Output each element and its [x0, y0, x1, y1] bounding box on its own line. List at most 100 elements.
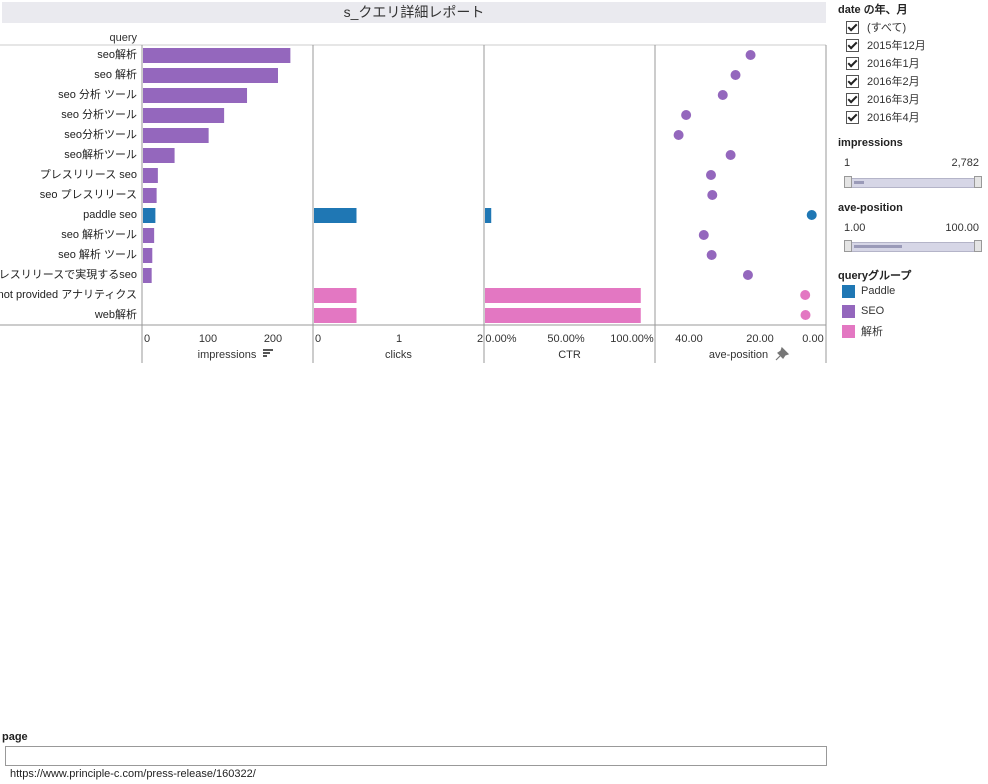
row-label: プレスリリース seo	[40, 168, 137, 181]
impressions-range-values: 1 2,782	[844, 157, 979, 169]
impressions-axis-label: impressions	[198, 349, 257, 361]
impressions-bar	[143, 208, 156, 223]
impressions-bar	[143, 108, 225, 123]
aveposition-max-value: 100.00	[945, 222, 979, 234]
legend-swatch	[842, 304, 855, 318]
date-option-label: 2016年1月	[867, 58, 920, 70]
query-column-header: query	[109, 32, 137, 44]
ave-position-point	[717, 90, 728, 100]
aveposition-min-value: 1.00	[844, 222, 866, 234]
row-label: seo 解析ツール	[61, 227, 137, 241]
clicks-bar	[314, 208, 357, 223]
impressions-bar	[143, 88, 248, 103]
ave-position-tick-label: 40.00	[675, 333, 703, 345]
aveposition-filter-title: ave-position	[838, 202, 903, 214]
legend-item[interactable]: SEO	[842, 303, 884, 319]
row-label: seo 分析ツール	[61, 107, 137, 121]
impressions-min-handle[interactable]	[844, 176, 852, 188]
legend-title: queryグループ	[838, 270, 912, 282]
date-option[interactable]: 2016年4月	[846, 108, 920, 126]
sort-descending-icon	[263, 349, 273, 357]
ave-position-point	[806, 210, 817, 220]
impressions-bar	[143, 188, 157, 203]
query-detail-chart: seo解析 seo 解析 seo 分析 ツール seo 分析ツール seo分析ツール se…	[0, 44, 827, 363]
row-label: seo解析ツール	[64, 147, 137, 161]
ave-position-point	[698, 230, 709, 240]
clicks-axis-label: clicks	[385, 349, 412, 361]
date-option-label: 2015年12月	[867, 40, 926, 52]
impressions-bar	[143, 128, 209, 143]
page-filter-label: page	[2, 731, 28, 743]
impressions-bar	[143, 68, 278, 83]
CTR-bar	[485, 208, 492, 223]
checkbox-checked-icon[interactable]	[846, 110, 859, 124]
page-filter-value: https://www.principle-c.com/press-releas…	[10, 768, 256, 780]
ave-position-point	[742, 270, 753, 280]
pin-icon	[775, 346, 790, 361]
row-label: seo 解析 ツール	[58, 247, 137, 261]
CTR-tick-label: 0.00%	[485, 333, 516, 345]
ave-position-point	[725, 150, 736, 160]
ave-position-axis-label: ave-position	[709, 349, 768, 361]
impressions-tick-label: 100	[199, 333, 217, 345]
impressions-range-slider[interactable]	[844, 176, 982, 188]
clicks-tick-label: 2	[477, 333, 483, 345]
impressions-max-handle[interactable]	[974, 176, 982, 188]
ave-position-tick-label: 0.00	[802, 333, 823, 345]
legend-swatch	[842, 324, 855, 338]
clicks-bar	[314, 308, 357, 323]
legend-swatch	[842, 284, 855, 298]
date-option[interactable]: 2016年2月	[846, 72, 920, 90]
row-label: seo分析ツール	[64, 127, 137, 141]
legend-label: Paddle	[861, 285, 896, 297]
legend-item[interactable]: 解析	[842, 323, 883, 339]
impressions-max-value: 2,782	[951, 157, 979, 169]
row-label: seo解析	[97, 47, 137, 61]
checkbox-checked-icon[interactable]	[846, 20, 859, 34]
impressions-tick-label: 0	[144, 333, 150, 345]
date-option[interactable]: (すべて)	[846, 18, 906, 36]
page-filter-input[interactable]	[5, 746, 827, 766]
date-option-label: 2016年3月	[867, 94, 920, 106]
date-option[interactable]: 2016年3月	[846, 90, 920, 108]
row-label: paddle seo	[83, 209, 137, 221]
aveposition-range-values: 1.00 100.00	[844, 222, 979, 234]
row-label: not provided アナリティクス	[0, 288, 137, 301]
checkbox-checked-icon[interactable]	[846, 74, 859, 88]
ave-position-point	[730, 70, 741, 80]
legend-label: SEO	[861, 305, 885, 317]
ave-position-point	[673, 130, 684, 140]
CTR-tick-label: 50.00%	[547, 333, 585, 345]
impressions-bar	[143, 168, 158, 183]
checkbox-checked-icon[interactable]	[846, 56, 859, 70]
slider-fill	[854, 181, 864, 184]
row-label: seo 解析	[94, 67, 137, 81]
slider-track	[848, 178, 978, 188]
row-label: プレスリリースで実現するseo	[0, 267, 137, 281]
impressions-min-value: 1	[844, 157, 851, 169]
impressions-bar	[143, 268, 152, 283]
legend-item[interactable]: Paddle	[842, 283, 895, 299]
date-option[interactable]: 2015年12月	[846, 36, 926, 54]
aveposition-range-slider[interactable]	[844, 240, 982, 252]
impressions-tick-label: 200	[264, 333, 282, 345]
clicks-bar	[314, 288, 357, 303]
date-option-label: 2016年2月	[867, 76, 920, 88]
row-label: web解析	[94, 307, 137, 321]
slider-fill	[854, 245, 902, 248]
date-option-label: 2016年4月	[867, 112, 920, 124]
aveposition-max-handle[interactable]	[974, 240, 982, 252]
checkbox-checked-icon[interactable]	[846, 38, 859, 52]
impressions-bar	[143, 48, 291, 63]
ave-position-point	[705, 170, 716, 180]
row-label: seo 分析 ツール	[58, 87, 137, 101]
ave-position-point	[745, 50, 756, 60]
clicks-tick-label: 1	[396, 333, 402, 345]
CTR-axis-label: CTR	[558, 349, 581, 361]
date-option[interactable]: 2016年1月	[846, 54, 920, 72]
checkbox-checked-icon[interactable]	[846, 92, 859, 106]
impressions-bar	[143, 248, 153, 263]
impressions-bar	[143, 228, 155, 243]
ave-position-point	[800, 290, 811, 300]
aveposition-min-handle[interactable]	[844, 240, 852, 252]
